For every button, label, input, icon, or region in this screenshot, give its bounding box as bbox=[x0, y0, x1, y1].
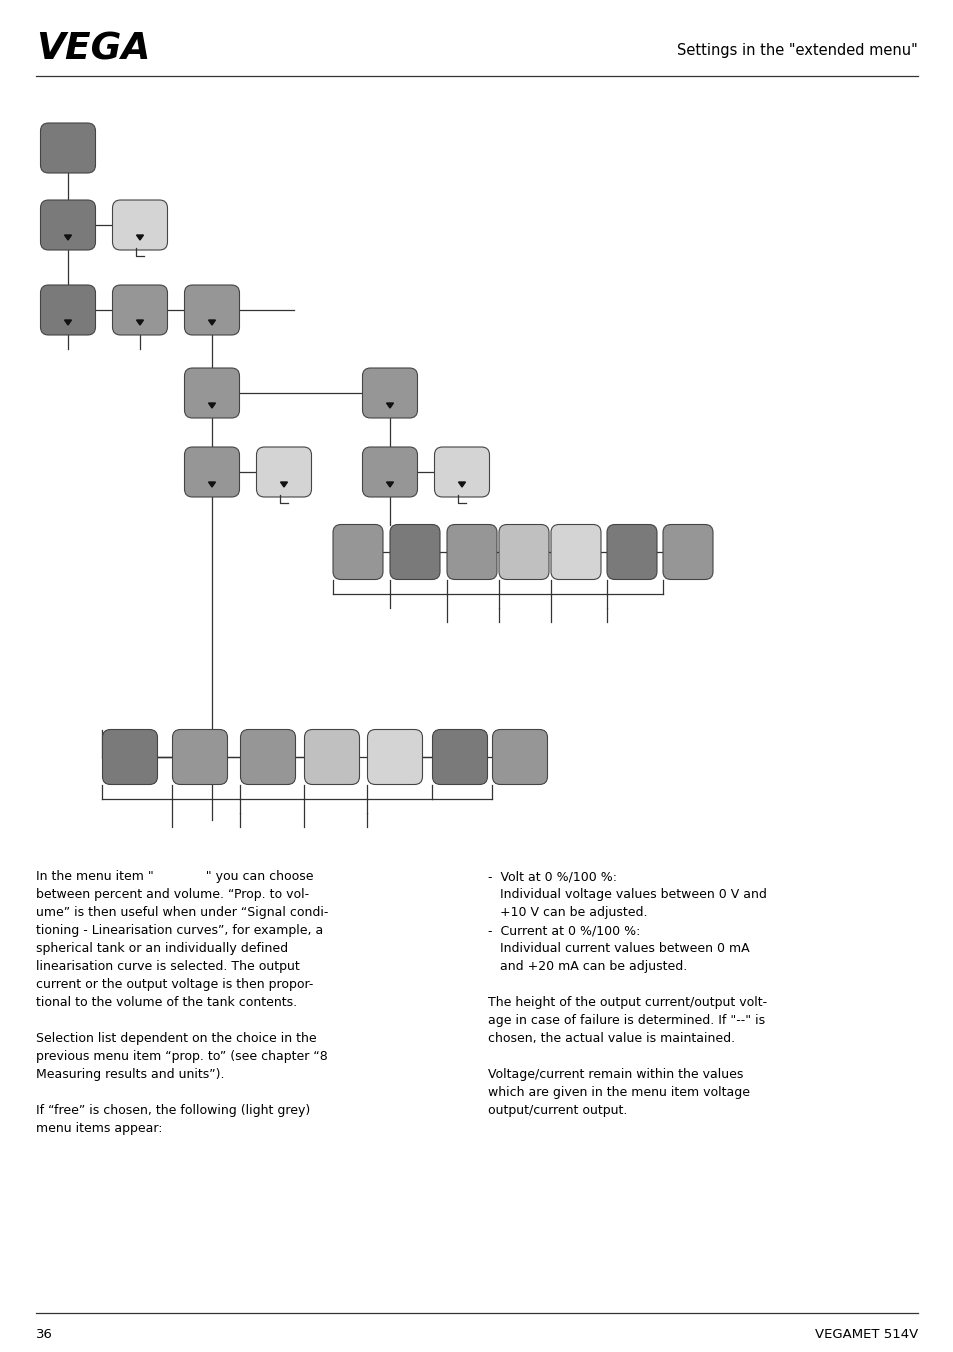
Text: Settings in the "extended menu": Settings in the "extended menu" bbox=[677, 42, 917, 58]
FancyBboxPatch shape bbox=[362, 368, 417, 418]
FancyBboxPatch shape bbox=[662, 525, 712, 580]
Polygon shape bbox=[209, 483, 215, 487]
FancyBboxPatch shape bbox=[304, 730, 359, 784]
Polygon shape bbox=[209, 320, 215, 324]
FancyBboxPatch shape bbox=[606, 525, 657, 580]
Text: 36: 36 bbox=[36, 1329, 52, 1341]
Polygon shape bbox=[65, 235, 71, 241]
FancyBboxPatch shape bbox=[40, 200, 95, 250]
Polygon shape bbox=[65, 320, 71, 324]
Text: In the menu item "             " you can choose
between percent and volume. “Pro: In the menu item " " you can choose betw… bbox=[36, 869, 328, 1134]
FancyBboxPatch shape bbox=[498, 525, 548, 580]
Polygon shape bbox=[386, 483, 393, 487]
FancyBboxPatch shape bbox=[333, 525, 382, 580]
Text: VEGAMET 514V: VEGAMET 514V bbox=[814, 1329, 917, 1341]
FancyBboxPatch shape bbox=[256, 448, 312, 498]
Polygon shape bbox=[136, 320, 143, 324]
FancyBboxPatch shape bbox=[40, 123, 95, 173]
FancyBboxPatch shape bbox=[112, 285, 168, 335]
FancyBboxPatch shape bbox=[184, 368, 239, 418]
FancyBboxPatch shape bbox=[102, 730, 157, 784]
FancyBboxPatch shape bbox=[434, 448, 489, 498]
Text: -  Volt at 0 %/100 %:
   Individual voltage values between 0 V and
   +10 V can : - Volt at 0 %/100 %: Individual voltage … bbox=[488, 869, 766, 1117]
Polygon shape bbox=[386, 403, 393, 408]
FancyBboxPatch shape bbox=[447, 525, 497, 580]
FancyBboxPatch shape bbox=[112, 200, 168, 250]
FancyBboxPatch shape bbox=[551, 525, 600, 580]
FancyBboxPatch shape bbox=[432, 730, 487, 784]
Text: VEGA: VEGA bbox=[36, 32, 151, 68]
FancyBboxPatch shape bbox=[184, 285, 239, 335]
FancyBboxPatch shape bbox=[240, 730, 295, 784]
FancyBboxPatch shape bbox=[390, 525, 439, 580]
FancyBboxPatch shape bbox=[184, 448, 239, 498]
FancyBboxPatch shape bbox=[367, 730, 422, 784]
Polygon shape bbox=[280, 483, 287, 487]
FancyBboxPatch shape bbox=[362, 448, 417, 498]
FancyBboxPatch shape bbox=[40, 285, 95, 335]
Polygon shape bbox=[209, 403, 215, 408]
Polygon shape bbox=[458, 483, 465, 487]
FancyBboxPatch shape bbox=[172, 730, 227, 784]
Polygon shape bbox=[136, 235, 143, 241]
FancyBboxPatch shape bbox=[492, 730, 547, 784]
